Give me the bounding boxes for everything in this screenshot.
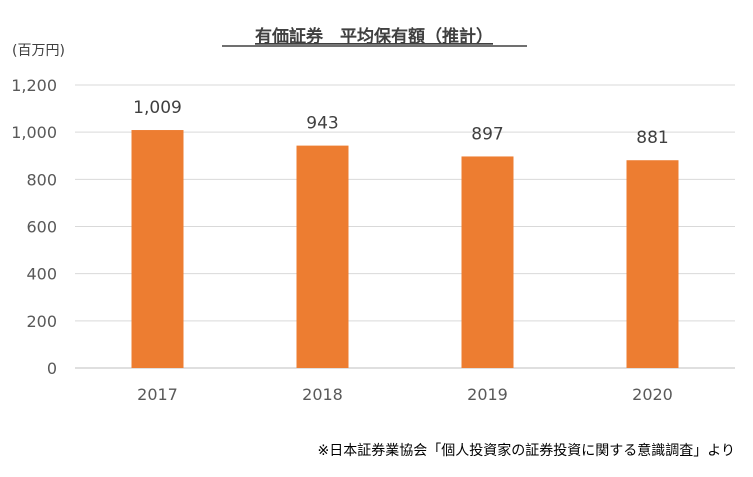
data-label: 881 (636, 128, 668, 148)
source-note: ※日本証券業協会「個人投資家の証券投資に関する意識調査」より (318, 442, 735, 459)
y-tick-label: 0 (47, 359, 57, 378)
x-tick-label: 2019 (467, 385, 508, 404)
x-tick-label: 2020 (632, 385, 673, 404)
y-tick-label: 1,000 (11, 123, 57, 142)
y-axis-ticks: 0 200 400 600 800 1,000 1,200 (11, 76, 57, 378)
y-tick-label: 200 (26, 312, 57, 331)
x-tick-label: 2018 (302, 385, 343, 404)
bars (131, 130, 679, 368)
gridlines (75, 84, 735, 369)
y-tick-label: 600 (26, 218, 57, 237)
x-tick-label: 2017 (137, 385, 178, 404)
bar-2019 (461, 156, 514, 368)
y-tick-label: 400 (26, 265, 57, 284)
data-labels: 1,009 943 897 881 (133, 98, 669, 148)
bar-2017 (131, 130, 184, 368)
data-label: 943 (306, 114, 338, 134)
y-tick-label: 800 (26, 170, 57, 189)
y-tick-label: 1,200 (11, 76, 57, 95)
x-axis-ticks: 2017 2018 2019 2020 (137, 385, 673, 404)
bar-2018 (296, 145, 349, 368)
bar-2020 (626, 160, 679, 368)
data-label: 897 (471, 124, 503, 144)
data-label: 1,009 (133, 98, 182, 118)
chart-title: 有価証券 平均保有額（推計） (255, 26, 493, 47)
y-unit-label: (百万円) (12, 43, 65, 59)
